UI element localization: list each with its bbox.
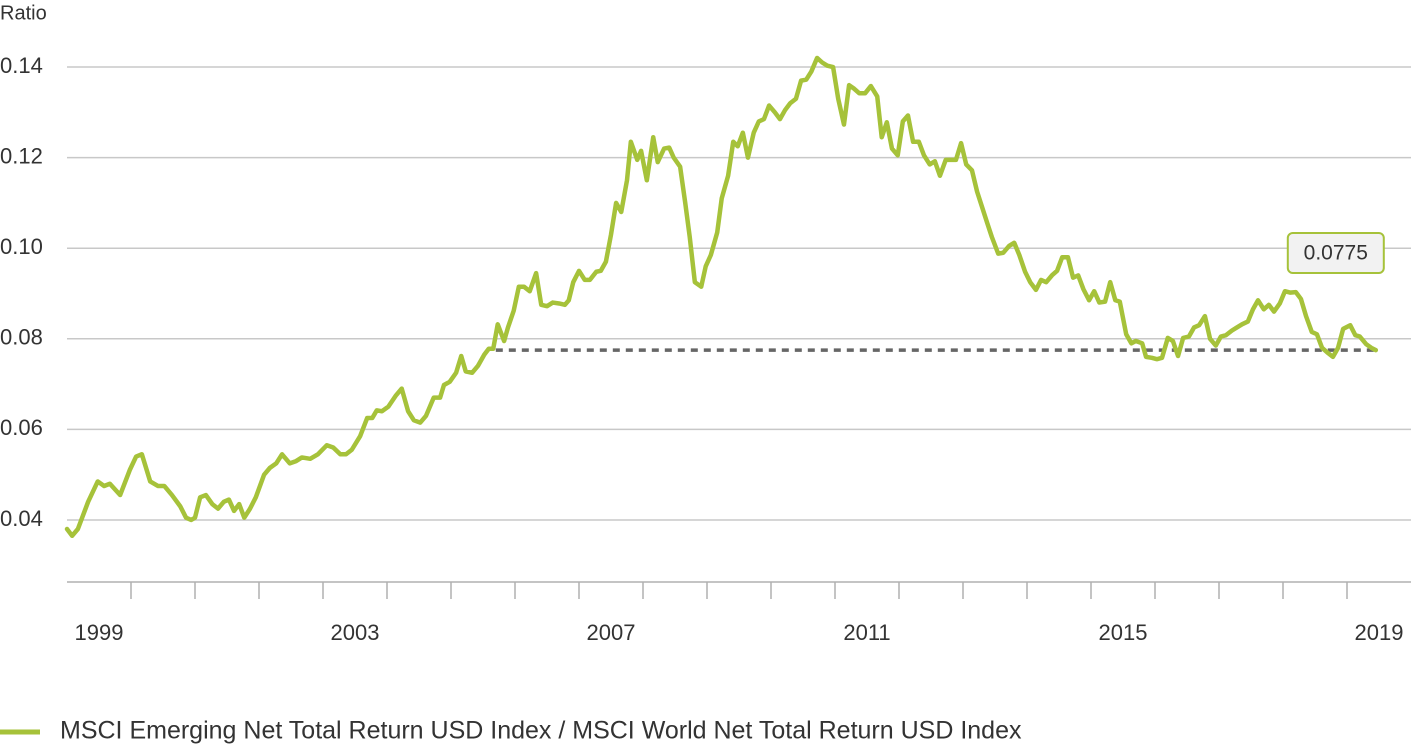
y-tick-label: 0.10 [0,234,43,259]
x-tick-label: 2015 [1099,620,1148,645]
x-tick-label: 2003 [331,620,380,645]
y-tick-label: 0.12 [0,143,43,168]
x-tick-label: 1999 [75,620,124,645]
y-axis-label: Ratio [0,2,47,24]
x-tick-label: 2011 [843,620,890,645]
x-tick-label: 2007 [587,620,636,645]
x-tick-label: 2019 [1355,620,1404,645]
y-tick-label: 0.14 [0,53,43,78]
y-tick-label: 0.08 [0,325,43,350]
data-line [64,55,1379,539]
annotation-box [1286,232,1385,274]
y-tick-label: 0.06 [0,415,43,440]
annotation-label: 0.0775 [1304,242,1368,265]
y-tick-label: 0.04 [0,506,43,531]
legend-label: MSCI Emerging Net Total Return USD Index… [60,717,1022,745]
